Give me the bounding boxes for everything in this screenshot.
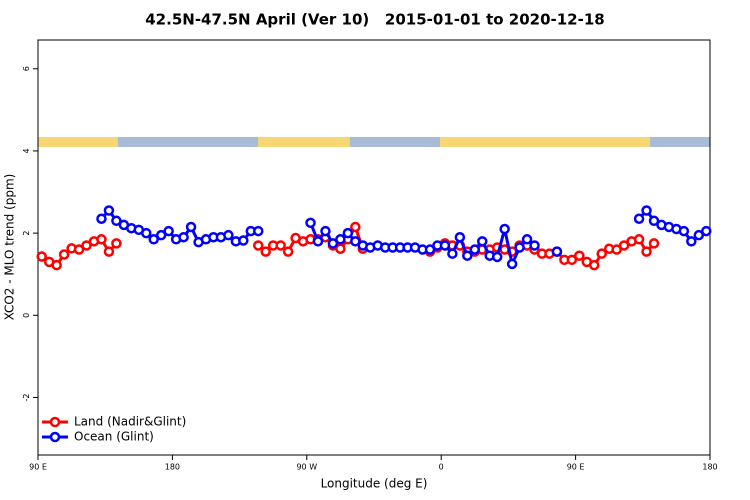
ocean-strip bbox=[650, 137, 710, 147]
plot-frame bbox=[37, 39, 711, 456]
legend-marker bbox=[49, 431, 61, 443]
data-point bbox=[253, 225, 264, 237]
data-point bbox=[103, 246, 115, 257]
land-strip bbox=[38, 137, 118, 147]
data-point bbox=[51, 259, 62, 271]
y-tick-label: 6 bbox=[22, 66, 31, 71]
chart-title: 42.5N-47.5N April (Ver 10) 2015-01-01 to… bbox=[145, 11, 604, 29]
ocean-strip bbox=[350, 137, 440, 147]
data-point bbox=[678, 225, 690, 237]
data-point bbox=[335, 234, 346, 245]
x-tick-label: 90 E bbox=[29, 463, 47, 472]
data-point bbox=[185, 221, 197, 233]
y-tick-label: -2 bbox=[22, 393, 31, 401]
data-point bbox=[551, 246, 563, 257]
x-tick-label: 90 E bbox=[567, 463, 585, 472]
data-point bbox=[178, 231, 189, 243]
ocean-strip bbox=[118, 137, 258, 147]
data-point bbox=[81, 240, 92, 251]
y-tick-label: 2 bbox=[22, 231, 31, 236]
land-mask-strip bbox=[38, 137, 710, 147]
data-point bbox=[342, 227, 354, 239]
data-point bbox=[633, 234, 645, 245]
data-point bbox=[454, 231, 466, 243]
data-point bbox=[529, 240, 540, 251]
x-tick-label: 0 bbox=[439, 463, 444, 472]
land-strip bbox=[440, 137, 650, 147]
data-point bbox=[618, 240, 630, 251]
data-point bbox=[96, 213, 107, 224]
data-point bbox=[469, 244, 481, 255]
data-point bbox=[491, 251, 503, 263]
data-point bbox=[141, 227, 152, 239]
data-point bbox=[611, 244, 622, 255]
x-tick-label: 180 bbox=[165, 463, 180, 472]
data-point bbox=[58, 249, 70, 260]
data-point bbox=[648, 238, 660, 249]
data-point bbox=[275, 240, 286, 251]
data-point bbox=[641, 205, 652, 216]
data-point bbox=[499, 223, 510, 235]
data-point bbox=[103, 205, 115, 216]
data-point bbox=[439, 240, 451, 251]
data-point bbox=[686, 236, 697, 247]
y-tick-label: 4 bbox=[22, 148, 31, 153]
data-point bbox=[596, 248, 607, 259]
data-point bbox=[641, 246, 652, 257]
data-point bbox=[327, 238, 339, 249]
data-point bbox=[335, 243, 346, 254]
data-point bbox=[506, 258, 518, 270]
x-axis-label: Longitude (deg E) bbox=[321, 477, 428, 491]
legend-label: Ocean (Glint) bbox=[74, 430, 154, 444]
data-point bbox=[73, 244, 85, 255]
data-point bbox=[111, 215, 122, 227]
data-point bbox=[96, 234, 107, 245]
data-point bbox=[148, 234, 159, 245]
data-point bbox=[514, 242, 525, 253]
land-strip bbox=[258, 137, 350, 147]
x-tick-label: 180 bbox=[702, 463, 717, 472]
data-point bbox=[238, 235, 249, 246]
data-point bbox=[424, 244, 436, 255]
data-point bbox=[223, 229, 234, 241]
data-point bbox=[574, 250, 585, 261]
data-point bbox=[305, 217, 316, 229]
legend-label: Land (Nadir&Glint) bbox=[74, 415, 186, 429]
data-point bbox=[36, 251, 47, 262]
data-point bbox=[350, 221, 361, 233]
data-point bbox=[648, 215, 660, 227]
data-point bbox=[163, 225, 174, 237]
data-point bbox=[282, 246, 294, 257]
data-point bbox=[155, 229, 167, 241]
data-point bbox=[447, 248, 458, 259]
data-point bbox=[693, 229, 705, 241]
y-tick-label: 0 bbox=[22, 313, 31, 318]
legend-marker bbox=[49, 416, 61, 428]
data-point bbox=[521, 234, 533, 245]
data-point bbox=[633, 213, 645, 224]
data-point bbox=[253, 240, 264, 251]
data-point bbox=[462, 250, 473, 261]
data-point bbox=[701, 225, 712, 237]
data-point bbox=[589, 259, 600, 271]
x-tick-label: 90 W bbox=[296, 463, 317, 472]
data-point bbox=[312, 236, 324, 247]
data-point bbox=[566, 254, 578, 266]
data-point bbox=[260, 246, 271, 257]
data-point bbox=[350, 236, 361, 247]
data-point bbox=[111, 238, 122, 249]
data-point bbox=[477, 236, 488, 247]
data-point bbox=[320, 225, 331, 237]
y-axis-label: XCO2 - MLO trend (ppm) bbox=[3, 174, 17, 321]
